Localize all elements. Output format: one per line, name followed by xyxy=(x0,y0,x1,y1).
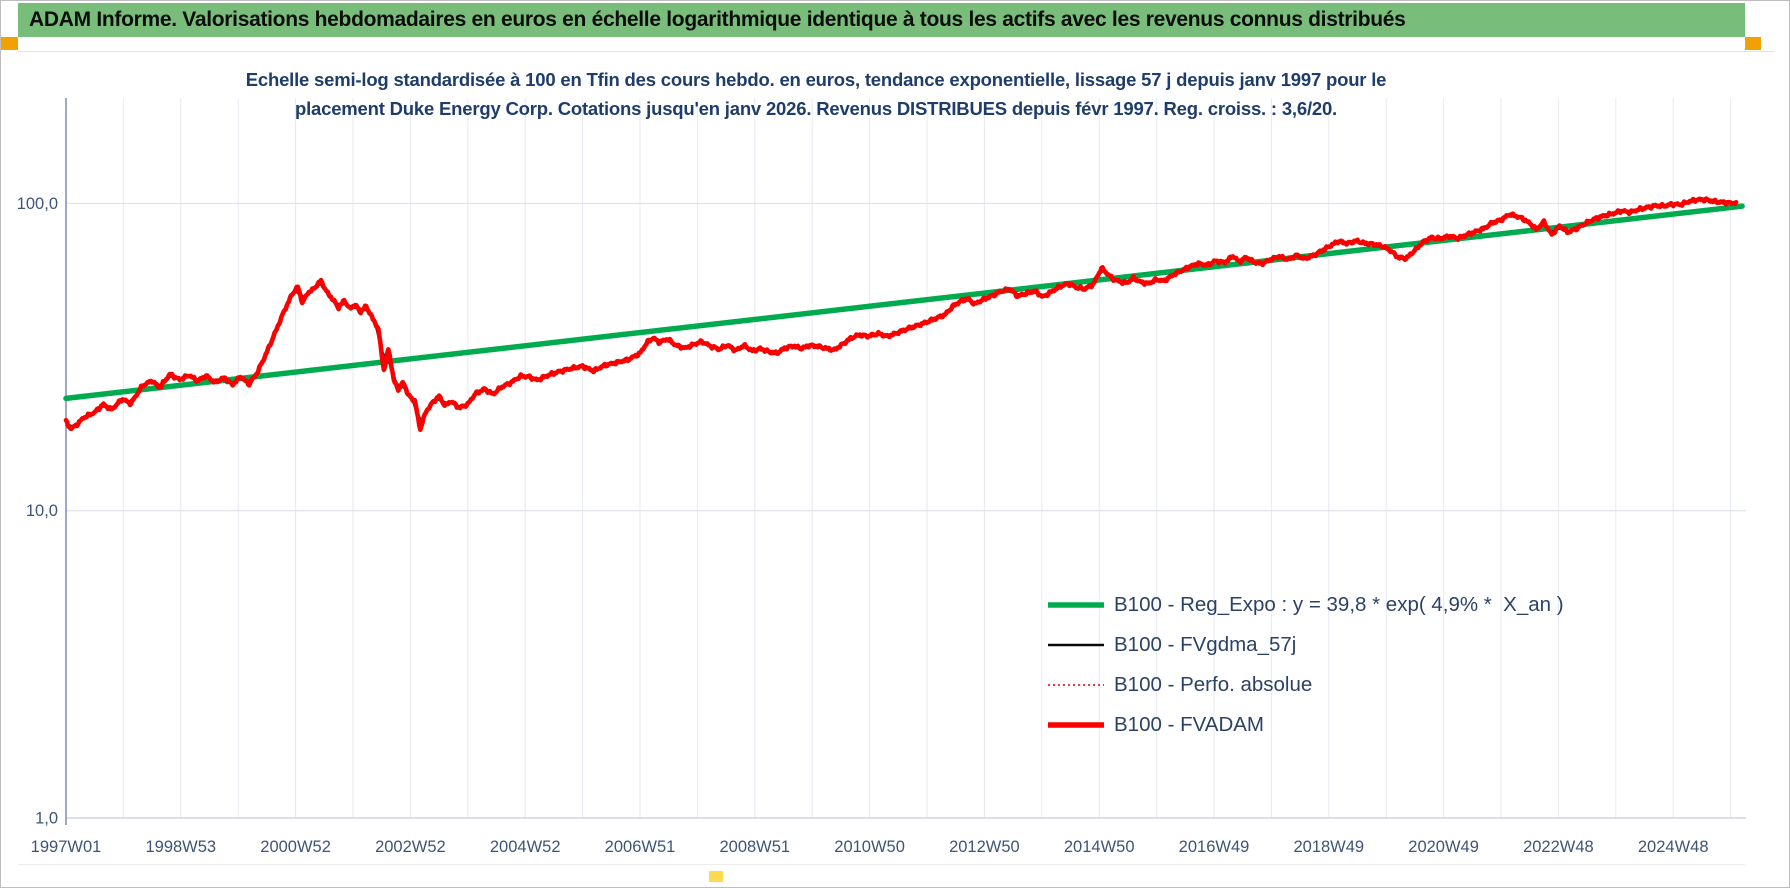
series-reg-expo-trendline xyxy=(63,203,1745,402)
accent-square-right xyxy=(1745,37,1761,50)
legend-label: B100 - Perfo. absolue xyxy=(1114,673,1313,696)
legend: B100 - Reg_Expo : y = 39,8 * exp( 4,9% *… xyxy=(1047,585,1564,745)
legend-item-fvadam: B100 - FVADAM xyxy=(1047,705,1564,745)
x-tick-label: 2022W48 xyxy=(1523,838,1594,856)
chart-title: Echelle semi-log standardisée à 100 en T… xyxy=(151,65,1481,123)
x-tick-label: 2016W49 xyxy=(1179,838,1250,856)
title-bar: ADAM Informe. Valorisations hebdomadaire… xyxy=(18,3,1745,37)
legend-label: B100 - FVADAM xyxy=(1114,713,1264,736)
legend-line-sample-red-dotted xyxy=(1048,684,1104,686)
legend-line-sample-black xyxy=(1048,643,1104,647)
page-title: ADAM Informe. Valorisations hebdomadaire… xyxy=(29,8,1406,31)
legend-line-sample-green xyxy=(1048,602,1104,608)
x-tick-label: 2020W49 xyxy=(1408,838,1479,856)
footer-divider xyxy=(18,864,1745,865)
legend-item-reg-expo: B100 - Reg_Expo : y = 39,8 * exp( 4,9% *… xyxy=(1047,585,1564,625)
chart-title-line1: Echelle semi-log standardisée à 100 en T… xyxy=(245,69,1387,90)
legend-item-fvgdma: B100 - FVgdma_57j xyxy=(1047,625,1564,665)
legend-line-sample-red xyxy=(1048,722,1104,728)
x-tick-label: 2014W50 xyxy=(1064,838,1135,856)
header-divider xyxy=(18,51,1774,52)
legend-label: B100 - Reg_Expo : y = 39,8 * exp( 4,9% *… xyxy=(1114,593,1564,616)
legend-label: B100 - FVgdma_57j xyxy=(1114,633,1297,656)
chart-title-line2: placement Duke Energy Corp. Cotations ju… xyxy=(294,98,1337,119)
legend-item-perfo-absolue: B100 - Perfo. absolue xyxy=(1047,665,1564,705)
x-tick-label: 2008W51 xyxy=(719,838,790,856)
accent-square-bottom xyxy=(709,871,723,882)
x-tick-label: 2012W50 xyxy=(949,838,1020,856)
series-fvadam-line xyxy=(63,196,1739,432)
x-tick-label: 2002W52 xyxy=(375,838,446,856)
x-tick-label: 2024W48 xyxy=(1638,838,1709,856)
x-tick-label: 2010W50 xyxy=(834,838,905,856)
x-tick-label: 1997W01 xyxy=(31,838,102,856)
y-tick-label: 100,0 xyxy=(17,195,58,213)
accent-square-left xyxy=(1,37,18,50)
y-tick-label: 1,0 xyxy=(35,810,58,828)
x-tick-label: 2006W51 xyxy=(605,838,676,856)
x-tick-label: 2000W52 xyxy=(260,838,331,856)
y-tick-label: 10,0 xyxy=(26,502,58,520)
x-tick-label: 2018W49 xyxy=(1293,838,1364,856)
x-tick-label: 1998W53 xyxy=(145,838,216,856)
x-tick-label: 2004W52 xyxy=(490,838,561,856)
